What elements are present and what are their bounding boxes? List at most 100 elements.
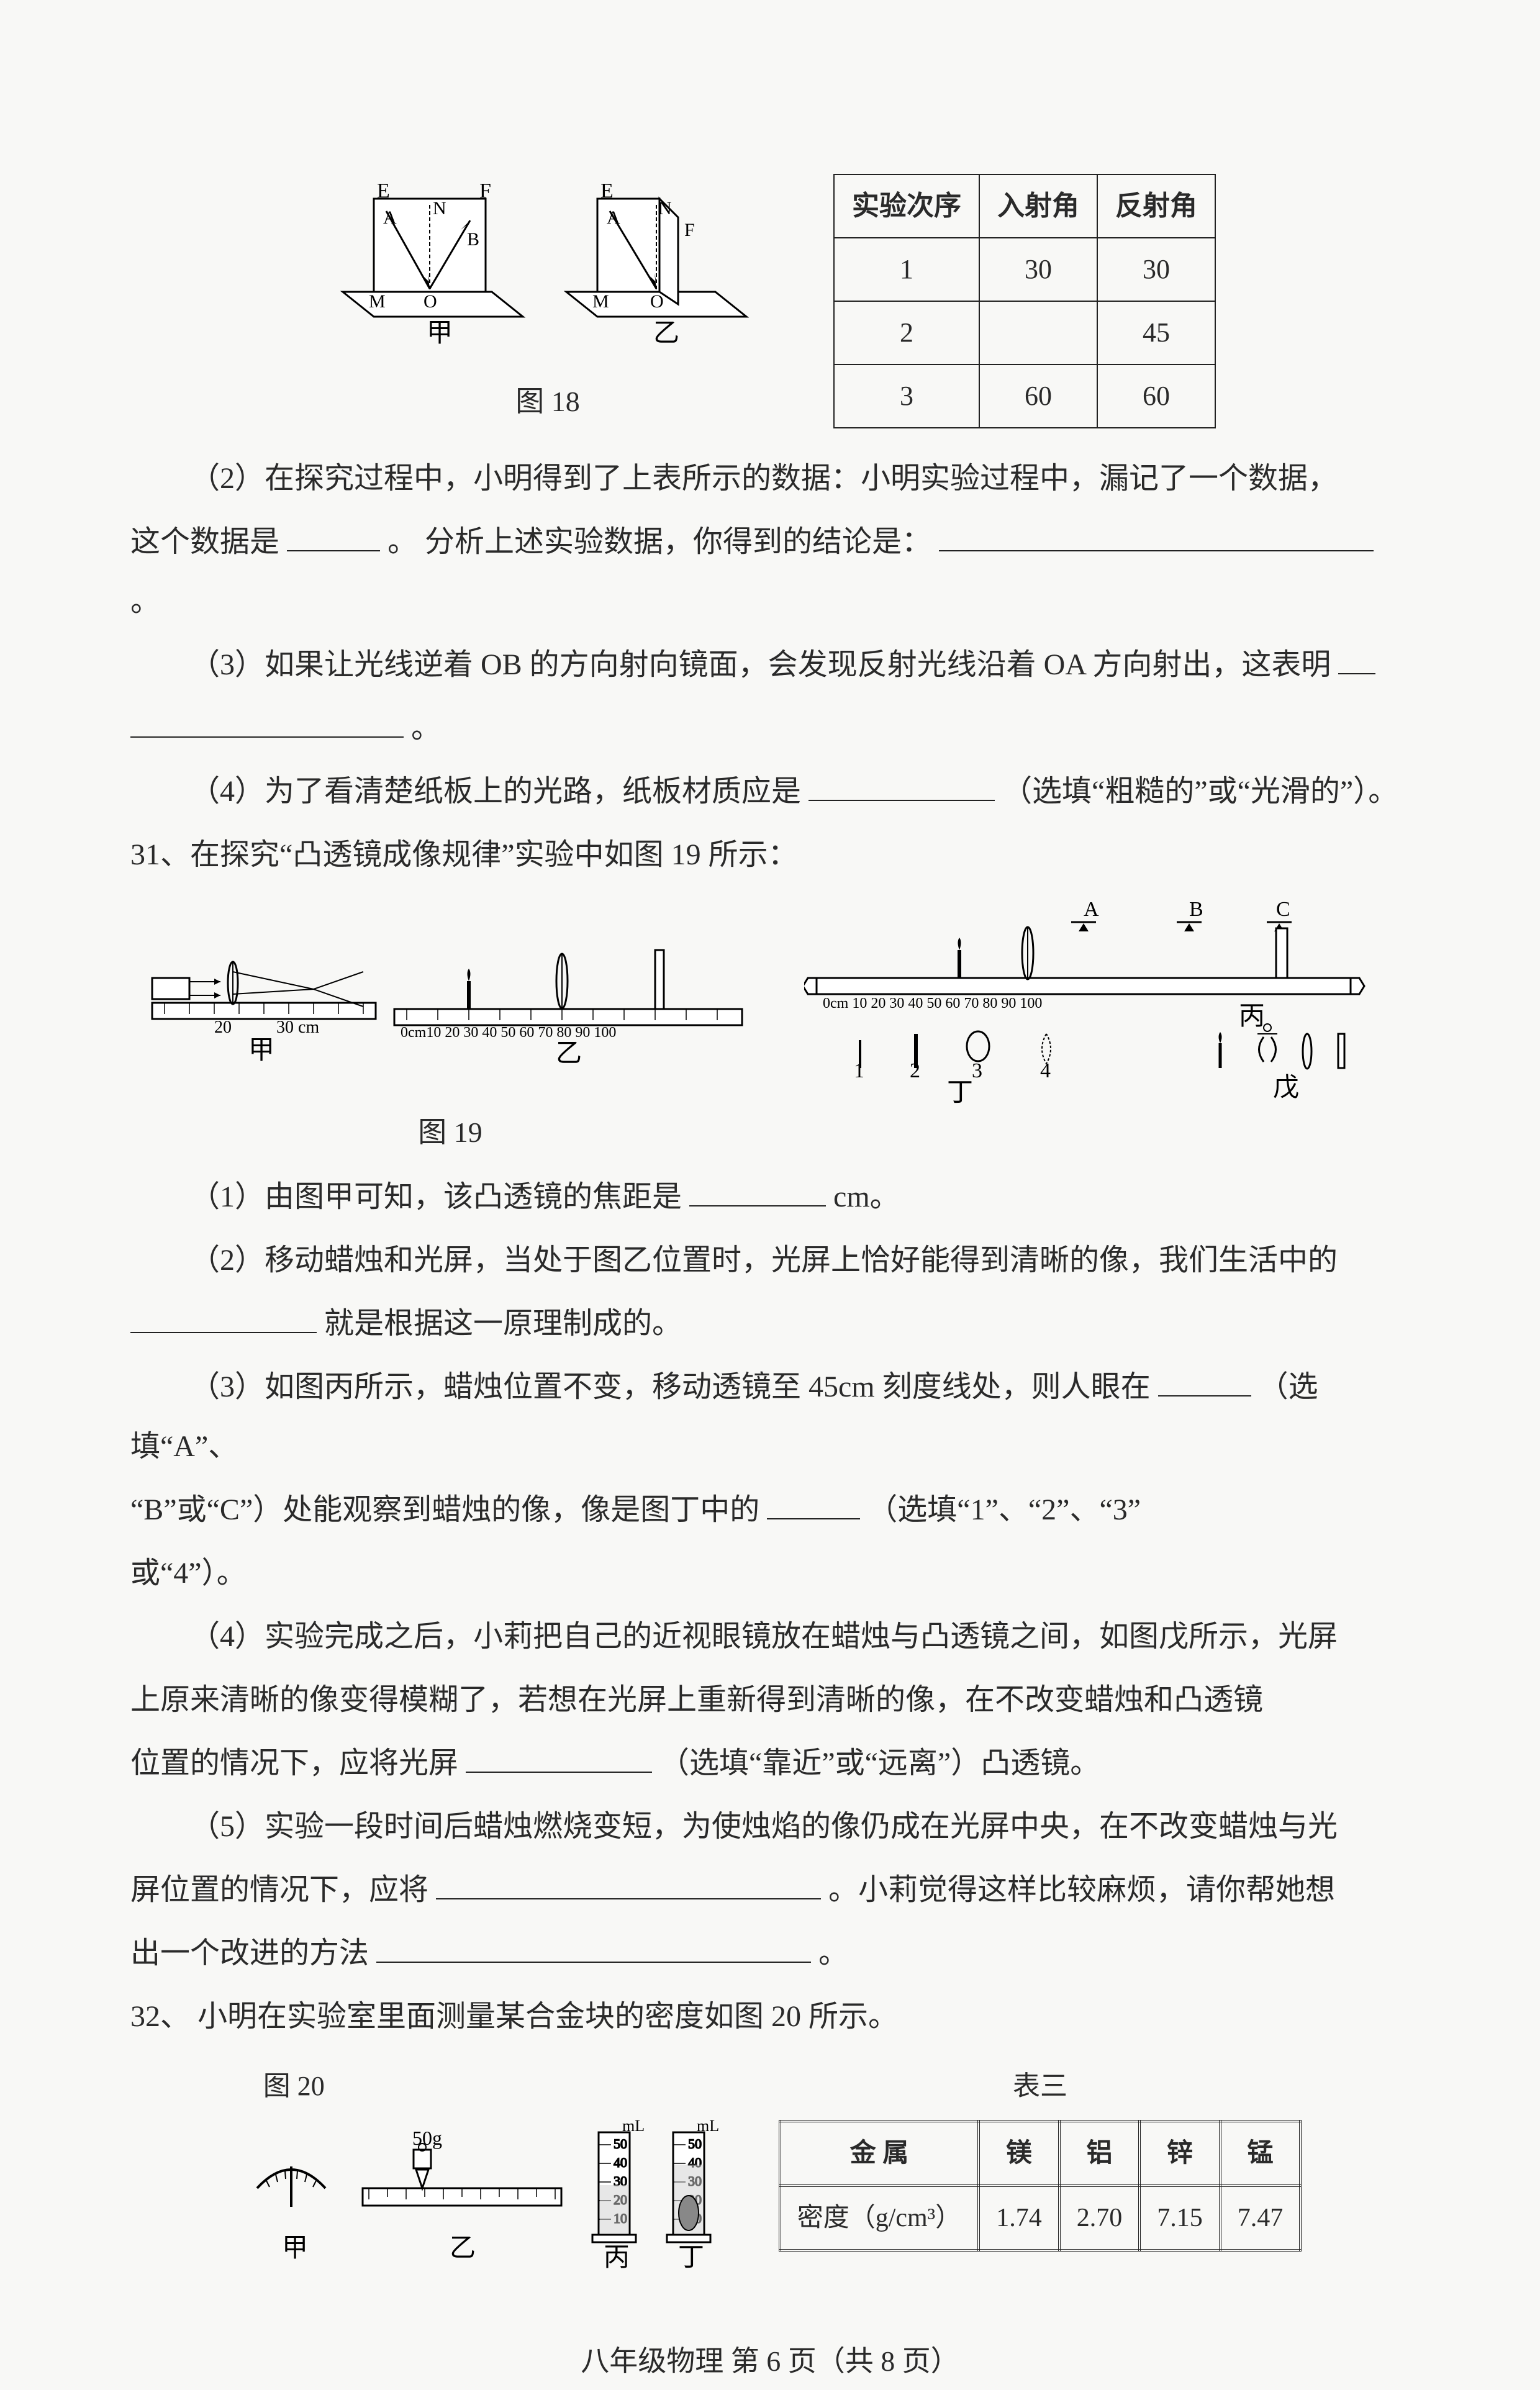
blank [287, 525, 380, 551]
fig20-svg: 甲 50g 乙 mL [238, 2114, 748, 2288]
density-table: 金 属 镁 铝 锌 锰 密度（g/cm³） 1.74 2.70 7.15 7.4… [779, 2120, 1302, 2252]
fig20-block: 图 20 甲 50g [238, 2059, 748, 2308]
th-seq: 实验次序 [834, 174, 979, 238]
th: 锌 [1139, 2121, 1220, 2186]
svg-text:B: B [467, 229, 479, 250]
q31-5d: 出一个改进的方法 。 [130, 1924, 1410, 1983]
q31-stem: 31、在探究“凸透镜成像规律”实验中如图 19 所示： [130, 825, 1410, 885]
svg-text:A: A [1084, 898, 1099, 921]
svg-text:0cm10 20 30 40 50 60 70: 0cm10 20 30 40 50 60 70 80 90 100 [401, 1025, 616, 1041]
svg-text:丙: 丙 [1239, 1002, 1265, 1031]
label-jia: 甲 [427, 319, 453, 348]
svg-text:30 cm: 30 cm [276, 1018, 319, 1037]
fig19-right: A B C 0cm 10 20 30 40 50 60 70 80 90 100 [770, 897, 1410, 1129]
svg-text:N: N [658, 198, 672, 219]
cell: 2 [834, 301, 979, 364]
q31-1: （1）由图甲可知，该凸透镜的焦距是 cm。 [130, 1167, 1410, 1227]
figure-18-caption: 图 18 [324, 373, 771, 430]
q31-2a: （2）移动蜡烛和光屏，当处于图乙位置时，光屏上恰好能得到清晰的像，我们生活中的 [130, 1231, 1410, 1290]
svg-text:20: 20 [214, 1018, 232, 1037]
svg-text:4: 4 [1040, 1059, 1051, 1082]
svg-text:M: M [369, 291, 386, 312]
blank [466, 1746, 652, 1773]
figure-20-caption: 图 20 [263, 2059, 748, 2114]
svg-text:M: M [592, 291, 609, 312]
q31-4b: 上原来清晰的像变得模糊了，若想在光屏上重新得到清晰的像，在不改变蜡烛和凸透镜 [130, 1670, 1410, 1730]
q2-line2: 这个数据是 。 分析上述实验数据，你得到的结论是： 。 [130, 512, 1410, 631]
t: cm。 [833, 1180, 900, 1213]
t: 出一个改进的方法 [130, 1937, 369, 1970]
blank [376, 1936, 811, 1963]
t: （选填“靠近”或“远离”）凸透镜。 [659, 1747, 1100, 1780]
q31-3e: 或“4”）。 [130, 1544, 1410, 1603]
q31-3a: （3）如图丙所示，蜡烛位置不变，移动透镜至 45cm 刻度线处，则人眼在 （选填… [130, 1357, 1410, 1477]
figure-18-and-table-row: E F A N B M O 甲 E N F A M [130, 174, 1410, 430]
fig19-bing-ding-wu-svg: A B C 0cm 10 20 30 40 50 60 70 80 90 100 [804, 897, 1375, 1108]
q31-2b: 就是根据这一原理制成的。 [130, 1294, 1410, 1354]
svg-text:丁: 丁 [947, 1079, 973, 1107]
q31-4c: 位置的情况下，应将光屏 （选填“靠近”或“远离”）凸透镜。 [130, 1734, 1410, 1793]
blank [808, 774, 995, 801]
cell: 30 [979, 238, 1097, 301]
th-incident: 入射角 [979, 174, 1097, 238]
th: 金 属 [780, 2121, 979, 2186]
svg-text:N: N [433, 198, 446, 219]
svg-text:E: E [600, 179, 614, 202]
th: 锰 [1220, 2121, 1301, 2186]
svg-text:50: 50 [614, 2136, 627, 2152]
cell: 60 [979, 364, 1097, 428]
t: 位置的情况下，应将光屏 [130, 1747, 458, 1780]
cell: 60 [1097, 364, 1215, 428]
svg-text:戊: 戊 [1273, 1074, 1299, 1102]
q31-5b: 屏位置的情况下，应将 。小莉觉得这样比较麻烦，请你帮她想 [130, 1860, 1410, 1920]
figure-19-row: 20 30 cm 甲 [130, 897, 1410, 1161]
q2d: 。 [130, 585, 160, 618]
t: 。小莉觉得这样比较麻烦，请你帮她想 [828, 1873, 1335, 1906]
figure-20-and-table3: 图 20 甲 50g [130, 2059, 1410, 2308]
svg-text:乙: 乙 [450, 2234, 476, 2263]
th: 铝 [1059, 2121, 1140, 2186]
svg-text:F: F [479, 179, 491, 202]
th: 镁 [979, 2121, 1059, 2186]
cell: 2.70 [1059, 2186, 1140, 2250]
svg-text:C: C [1276, 898, 1290, 921]
reflection-diagrams-svg: E F A N B M O 甲 E N F A M [324, 174, 771, 348]
svg-text:50: 50 [688, 2136, 702, 2152]
svg-text:甲: 甲 [282, 2234, 308, 2263]
svg-text:A: A [383, 207, 397, 228]
fig19-jia-yi-svg: 20 30 cm 甲 [146, 897, 754, 1084]
svg-text:乙: 乙 [556, 1039, 582, 1068]
q3-line: （3）如果让光线逆着 OB 的方向射向镜面，会发现反射光线沿着 OA 方向射出，… [130, 635, 1410, 695]
q4end: （选填“粗糙的”或“光滑的”）。 [1002, 775, 1398, 808]
fig19-left: 20 30 cm 甲 [130, 897, 770, 1161]
svg-text:甲: 甲 [248, 1036, 274, 1065]
q3end: 。 [411, 712, 441, 745]
blank [436, 1873, 821, 1899]
t: 。 [818, 1937, 848, 1970]
svg-text:A: A [607, 207, 620, 228]
q4: （4）为了看清楚纸板上的光路，纸板材质应是 [190, 775, 801, 808]
q2-line1: （2）在探究过程中，小明得到了上表所示的数据：小明实验过程中，漏记了一个数据， [130, 449, 1410, 509]
figure-18-diagrams: E F A N B M O 甲 E N F A M [324, 174, 771, 430]
cell: 7.47 [1220, 2186, 1301, 2250]
t: “B”或“C”）处能观察到蜡烛的像，像是图丁中的 [130, 1493, 759, 1526]
blank [767, 1493, 860, 1519]
t: 屏位置的情况下，应将 [130, 1873, 428, 1906]
q32-stem: 32、 小明在实验室里面测量某合金块的密度如图 20 所示。 [130, 1987, 1410, 2047]
blank [939, 525, 1374, 551]
svg-text:0cm 10 20 30 40 50 6: 0cm 10 20 30 40 50 60 70 80 90 100 [823, 995, 1042, 1012]
t: （1）由图甲可知，该凸透镜的焦距是 [190, 1180, 682, 1213]
svg-text:O: O [650, 291, 664, 312]
svg-text:E: E [377, 179, 390, 202]
th-reflect: 反射角 [1097, 174, 1215, 238]
blank [689, 1180, 826, 1206]
figure-19-caption: 图 19 [130, 1104, 770, 1161]
cell: 1.74 [979, 2186, 1059, 2250]
q3-cont: 。 [130, 699, 1410, 758]
svg-text:F: F [684, 220, 695, 240]
table3-block: 表三 金 属 镁 铝 锌 锰 密度（g/cm³） 1.74 2.70 7.15 … [779, 2059, 1302, 2252]
cell: 3 [834, 364, 979, 428]
cell [979, 301, 1097, 364]
reflection-data-table: 实验次序 入射角 反射角 1 30 30 2 45 3 60 60 [833, 174, 1216, 428]
svg-text:40: 40 [614, 2155, 627, 2170]
